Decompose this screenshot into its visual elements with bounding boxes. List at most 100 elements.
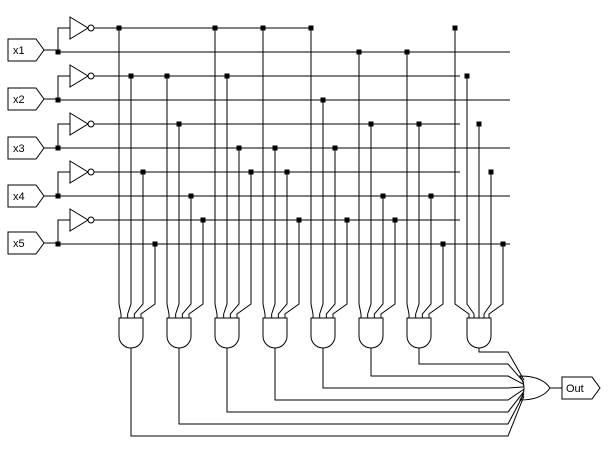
junction-dot <box>224 73 230 79</box>
and-input-wire <box>310 28 314 318</box>
and-input-wire <box>133 172 144 318</box>
not-bubble <box>87 216 95 224</box>
junction-dot <box>404 49 410 55</box>
input-port-x5 <box>7 231 45 255</box>
and-input-wire <box>271 148 276 318</box>
and-input-wire <box>488 244 504 318</box>
junction-dot <box>284 169 290 175</box>
output-port <box>561 376 601 400</box>
junction-dot <box>128 73 134 79</box>
and-output-wire-5 <box>322 348 525 389</box>
and-input-wire <box>214 28 218 318</box>
and-output-wire-6 <box>370 348 525 386</box>
junction-dot <box>200 217 206 223</box>
not-gate-x2 <box>69 64 89 88</box>
and-input-wire <box>319 100 324 318</box>
and-output-wire-7 <box>418 348 525 383</box>
and-output-wire-2 <box>178 348 525 425</box>
junction-dot <box>488 169 494 175</box>
junction-dot <box>212 25 218 31</box>
and-output-wire-1 <box>130 348 525 437</box>
junction-dot <box>452 25 458 31</box>
and-gate-1 <box>118 317 144 349</box>
and-input-wire <box>483 172 492 318</box>
junction-dot <box>236 145 242 151</box>
and-input-wire <box>277 172 288 318</box>
junction-dot <box>152 241 158 247</box>
and-input-wire <box>415 124 420 318</box>
not-gate-x4 <box>69 160 89 184</box>
and-input-wire <box>421 196 432 318</box>
and-input-wire <box>454 28 470 318</box>
and-input-wire <box>188 220 204 318</box>
not-bubble <box>87 24 95 32</box>
junction-dot <box>248 169 254 175</box>
input-label-x5: x5 <box>13 238 25 250</box>
junction-dot <box>260 25 266 31</box>
junction-dot <box>428 193 434 199</box>
junction-dot <box>356 49 362 55</box>
junction-dot <box>416 121 422 127</box>
junction-dot <box>308 25 314 31</box>
junction-dot <box>272 145 278 151</box>
and-gate-3 <box>214 317 240 349</box>
and-input-wire <box>466 76 475 318</box>
and-output-wire-4 <box>274 348 525 401</box>
not-bubble <box>87 168 95 176</box>
and-gate-6 <box>358 317 384 349</box>
junction-dot <box>140 169 146 175</box>
and-input-wire <box>140 244 156 318</box>
not-gate-x5 <box>69 208 89 232</box>
not-gate-x1 <box>69 16 89 40</box>
input-label-x2: x2 <box>13 94 25 106</box>
and-input-wire <box>223 76 228 318</box>
input-label-x3: x3 <box>13 143 25 155</box>
junction-dot <box>476 121 482 127</box>
not-gate-x3 <box>69 112 89 136</box>
input-port-x4 <box>7 184 45 208</box>
and-input-wire <box>406 52 410 318</box>
junction-dot <box>176 121 182 127</box>
junction-dot <box>116 25 122 31</box>
and-output-wire-3 <box>226 348 525 413</box>
not-bubble <box>87 120 95 128</box>
or-gate <box>519 375 551 401</box>
junction-dot <box>368 121 374 127</box>
output-label: Out <box>566 383 584 395</box>
and-gate-7 <box>406 317 432 349</box>
junction-dot <box>440 241 446 247</box>
and-input-wire <box>262 28 266 318</box>
and-input-wire <box>127 76 132 318</box>
and-input-wire <box>332 220 348 318</box>
input-port-x3 <box>7 136 45 160</box>
junction-dot <box>320 97 326 103</box>
input-port-x2 <box>7 87 45 111</box>
and-output-wire-8 <box>478 348 525 381</box>
input-label-x4: x4 <box>13 191 25 203</box>
inverter-input-wire <box>57 219 70 244</box>
junction-dot <box>296 217 302 223</box>
inverter-input-wire <box>57 171 70 196</box>
and-input-wire <box>284 220 300 318</box>
inverter-input-wire <box>57 27 70 52</box>
and-gate-5 <box>310 317 336 349</box>
and-input-wire <box>358 52 362 318</box>
and-input-wire <box>181 196 192 318</box>
junction-dot <box>344 217 350 223</box>
inverter-input-wire <box>57 123 70 148</box>
and-input-wire <box>175 124 180 318</box>
junction-dot <box>392 217 398 223</box>
and-input-wire <box>380 220 396 318</box>
junction-dot <box>380 193 386 199</box>
and-input-wire <box>373 196 384 318</box>
and-gate-4 <box>262 317 288 349</box>
inverter-input-wire <box>57 75 70 100</box>
junction-dot <box>332 145 338 151</box>
and-input-wire <box>236 172 252 318</box>
and-input-wire <box>367 124 372 318</box>
junction-dot <box>164 73 170 79</box>
and-gate-8 <box>466 317 492 349</box>
input-port-x1 <box>7 38 45 62</box>
junction-dot <box>500 241 506 247</box>
